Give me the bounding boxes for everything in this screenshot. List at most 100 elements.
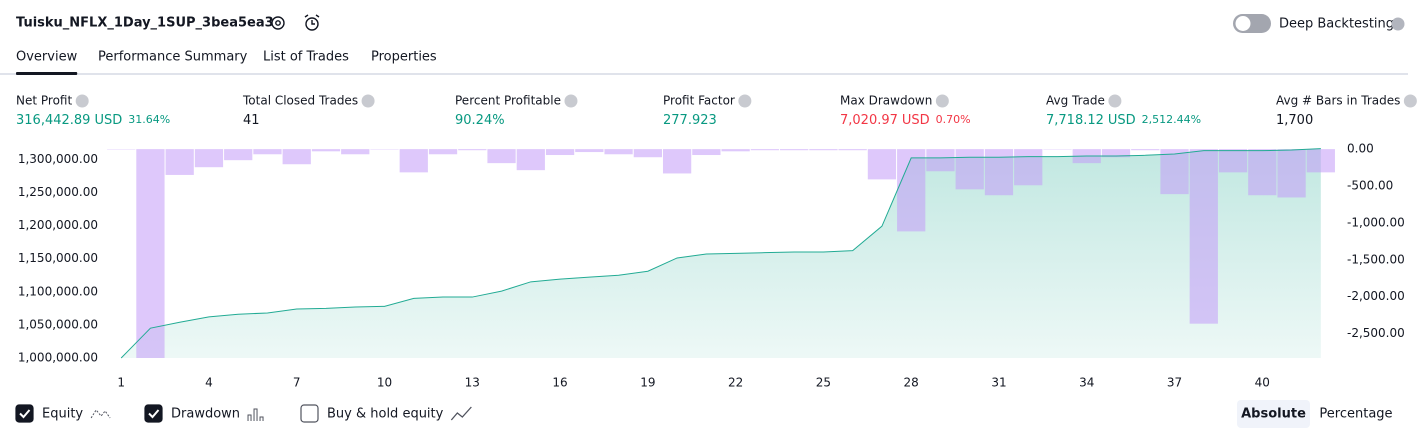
y2-tick-label: -500.00: [1347, 179, 1393, 193]
checkbox[interactable]: [144, 404, 163, 423]
mode-button-bg[interactable]: [1237, 400, 1310, 428]
drawdown-bar: [633, 149, 662, 158]
drawdown-bar: [1014, 149, 1043, 186]
drawdown-bar: [1218, 149, 1248, 173]
checkmark: [148, 409, 160, 419]
checkmark: [19, 409, 31, 419]
metric-label: Percent Profitable: [455, 94, 561, 108]
metric-label: Profit Factor: [663, 94, 735, 108]
info-icon[interactable]: [738, 94, 752, 108]
metric-value: 90.24%: [455, 113, 505, 128]
metric-value: 7,020.97: [840, 113, 898, 128]
info-icon[interactable]: [1108, 94, 1122, 108]
x-tick-label: 37: [1167, 376, 1182, 390]
y-tick-label: 1,200,000.00: [18, 218, 98, 232]
checkbox[interactable]: [15, 404, 34, 423]
metric-unit: USD: [902, 113, 930, 128]
info-icon[interactable]: [361, 94, 375, 108]
metric-value: 7,718.12 USD 2,512.44%: [1046, 113, 1201, 128]
y-tick-label: 1,100,000.00: [18, 284, 98, 298]
mode-button[interactable]: Percentage: [1319, 407, 1392, 422]
x-tick-label: 31: [991, 376, 1006, 390]
settings-icon[interactable]: [271, 16, 285, 30]
metric-value: 1,700: [1276, 113, 1313, 128]
mode-button[interactable]: Absolute: [1241, 407, 1306, 422]
tab[interactable]: Overview: [16, 50, 78, 65]
y2-tick-label: -2,500.00: [1347, 326, 1405, 340]
metric-label: Avg Trade: [1046, 94, 1105, 108]
drawdown-bar: [1160, 149, 1189, 195]
y2-tick-label: -2,000.00: [1347, 289, 1405, 303]
drawdown-bar: [897, 149, 926, 232]
metric-value: 316,442.89: [16, 113, 90, 128]
strategy-title: Tuisku_NFLX_1Day_1SUP_3bea5ea3: [16, 16, 274, 31]
drawdown-bar: [1248, 149, 1277, 196]
checkbox[interactable]: [300, 404, 319, 423]
metric-unit: USD: [94, 113, 122, 128]
x-tick-label: 28: [904, 376, 919, 390]
x-tick-label: 16: [552, 376, 567, 390]
drawdown-bar: [692, 149, 721, 156]
info-icon[interactable]: [564, 94, 578, 108]
y2-tick-label: -1,500.00: [1347, 252, 1405, 266]
drawdown-bar: [165, 149, 194, 175]
drawdown-bar: [194, 149, 224, 168]
drawdown-bar: [253, 149, 282, 155]
drawdown-bar: [604, 149, 633, 155]
metric-value: 1,700: [1276, 113, 1313, 128]
metric-extra: 0.70%: [936, 113, 971, 126]
drawdown-bar: [926, 149, 955, 172]
metric-value: 41: [243, 113, 260, 128]
x-tick-label: 10: [377, 376, 392, 390]
legend-label[interactable]: Buy & hold equity: [327, 407, 444, 422]
legend-label[interactable]: Drawdown: [171, 407, 240, 422]
legend-label[interactable]: Equity: [42, 407, 83, 422]
drawdown-bar: [516, 149, 545, 171]
chart: 1,000,000.00 1,050,000.00 1,100,000.00 1,15…: [18, 142, 1405, 390]
drawdown-bar: [399, 149, 428, 173]
drawdown-bar: [662, 149, 692, 174]
drawdown-bar: [575, 149, 604, 153]
info-icon[interactable]: [75, 94, 89, 108]
equity-icon: [90, 409, 111, 419]
x-tick-label: 19: [640, 376, 655, 390]
drawdown-bar: [721, 149, 750, 152]
alert-icon[interactable]: [304, 14, 320, 31]
metric-label: Net Profit: [16, 94, 72, 108]
metric-label: Avg # Bars in Trades: [1276, 94, 1400, 108]
drawdown-bar: [1189, 149, 1218, 324]
y-tick-label: 1,150,000.00: [18, 251, 98, 265]
toggle-knob: [1235, 16, 1251, 31]
metric-extra: 2,512.44%: [1142, 113, 1201, 126]
y-tick-label: 1,050,000.00: [18, 317, 98, 331]
metric-value: 41: [243, 113, 260, 128]
x-tick-label: 34: [1079, 376, 1094, 390]
x-tick-label: 22: [728, 376, 743, 390]
drawdown-bar: [955, 149, 984, 190]
drawdown-bar: [984, 149, 1014, 196]
drawdown-icon: [247, 408, 264, 421]
metric-value: 277.923: [663, 113, 717, 128]
help-icon[interactable]: [1391, 17, 1405, 31]
info-icon[interactable]: [1403, 94, 1417, 108]
drawdown-bar: [311, 149, 341, 152]
metric-value: 7,020.97 USD 0.70%: [840, 113, 971, 128]
drawdown-bar: [1306, 149, 1335, 173]
metric-unit: USD: [1108, 113, 1136, 128]
info-icon[interactable]: [935, 94, 949, 108]
drawdown-bar: [341, 149, 370, 155]
drawdown-bar: [136, 149, 165, 358]
metric-extra: 31.64%: [128, 113, 170, 126]
tab[interactable]: Properties: [371, 50, 437, 65]
drawdown-bar: [867, 149, 897, 180]
metric-value: 277.923: [663, 113, 717, 128]
y-tick-label: 1,300,000.00: [18, 152, 98, 166]
tab[interactable]: List of Trades: [263, 50, 349, 65]
equity-line: [120, 148, 1321, 359]
x-tick-label: 40: [1255, 376, 1270, 390]
drawdown-bar: [780, 149, 809, 151]
tab[interactable]: Performance Summary: [98, 50, 248, 65]
y-tick-label: 1,000,000.00: [18, 351, 98, 365]
drawdown-bar: [282, 149, 311, 165]
